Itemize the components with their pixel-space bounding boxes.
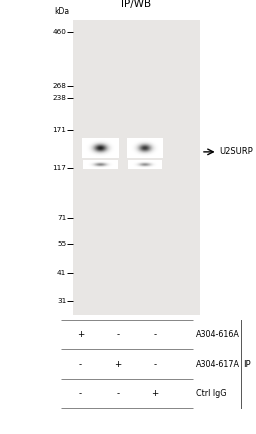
Text: Ctrl IgG: Ctrl IgG bbox=[196, 389, 226, 398]
Text: IP/WB: IP/WB bbox=[121, 0, 151, 9]
Text: 55: 55 bbox=[57, 241, 66, 247]
Text: +: + bbox=[77, 330, 84, 339]
Text: 117: 117 bbox=[52, 165, 66, 171]
Text: 268: 268 bbox=[52, 82, 66, 89]
Text: U2SURP: U2SURP bbox=[219, 148, 253, 156]
Text: -: - bbox=[116, 389, 119, 398]
Text: +: + bbox=[151, 389, 158, 398]
Text: -: - bbox=[79, 389, 82, 398]
Text: 31: 31 bbox=[57, 298, 66, 304]
Text: 460: 460 bbox=[52, 29, 66, 35]
Bar bbox=[73, 20, 200, 315]
Text: 171: 171 bbox=[52, 128, 66, 134]
Text: -: - bbox=[153, 360, 156, 368]
Text: kDa: kDa bbox=[55, 7, 70, 16]
Text: -: - bbox=[153, 330, 156, 339]
Text: A304-617A: A304-617A bbox=[196, 360, 240, 368]
Text: -: - bbox=[79, 360, 82, 368]
Text: 238: 238 bbox=[52, 95, 66, 101]
Text: A304-616A: A304-616A bbox=[196, 330, 240, 339]
Text: -: - bbox=[116, 330, 119, 339]
Text: 41: 41 bbox=[57, 270, 66, 276]
Text: IP: IP bbox=[243, 360, 251, 368]
Text: +: + bbox=[114, 360, 121, 368]
Text: 71: 71 bbox=[57, 215, 66, 221]
